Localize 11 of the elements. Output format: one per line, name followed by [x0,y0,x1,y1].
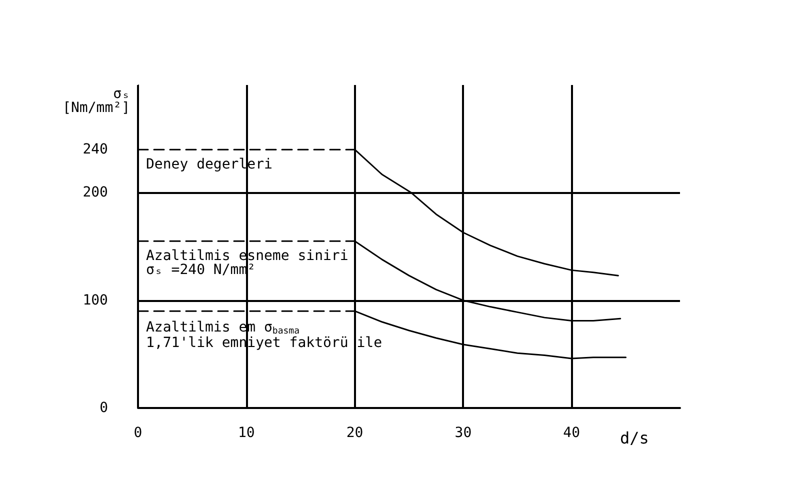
y-tick-label: 100 [82,292,108,308]
x-tick-label: 10 [238,425,255,441]
x-tick-label: 0 [134,425,142,441]
x-axis-title: d/s [620,428,649,448]
y-tick-label: 200 [82,184,108,201]
x-tick-label: 20 [346,425,364,441]
y-axis-title: σₛ [Nm/mm²] [62,86,130,116]
x-tick-label: 40 [563,425,580,441]
y-tick-label: 0 [100,400,108,416]
y-tick-label: 240 [82,142,108,158]
x-tick-label: 30 [454,425,472,441]
